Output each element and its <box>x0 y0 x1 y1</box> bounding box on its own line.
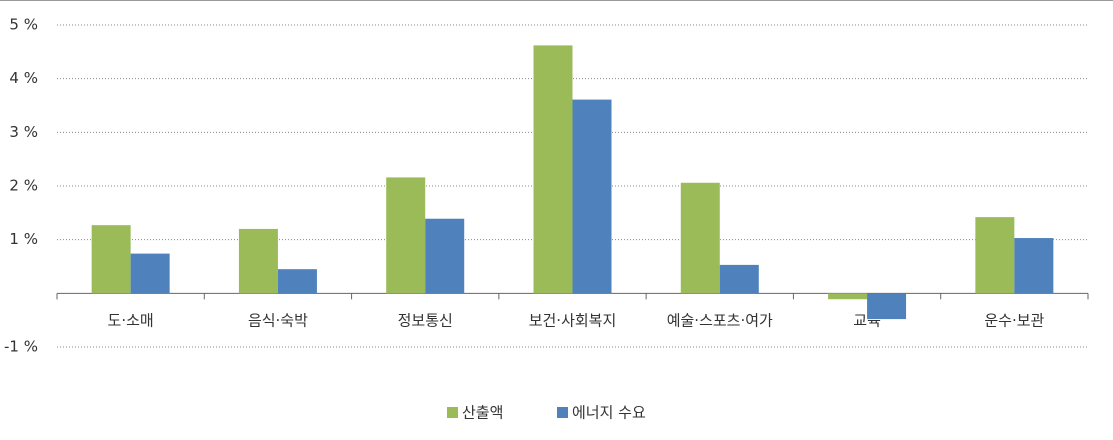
bar <box>1014 238 1054 294</box>
y-tick-label: 5 % <box>9 16 38 34</box>
bar <box>386 177 426 294</box>
x-tick-label: 보건·사회복지 <box>529 312 617 330</box>
bar <box>572 99 612 294</box>
legend-label: 에너지 수요 <box>572 404 646 422</box>
legend-swatch <box>447 407 458 418</box>
legend-swatch <box>557 407 568 418</box>
bar <box>867 293 907 320</box>
x-tick-label: 도·소매 <box>108 312 154 330</box>
y-tick-label: 3 % <box>9 123 38 141</box>
y-tick-label: 2 % <box>9 177 38 195</box>
bar <box>277 269 317 294</box>
bar <box>130 253 170 294</box>
bar <box>425 218 465 294</box>
bar <box>238 228 278 294</box>
bar <box>91 225 131 294</box>
bar <box>975 217 1015 294</box>
bar <box>719 264 759 294</box>
x-tick-label: 음식·숙박 <box>248 312 308 330</box>
y-tick-label: 4 % <box>9 69 38 87</box>
x-tick-label: 정보통신 <box>398 312 453 330</box>
y-tick-label: -1 % <box>4 338 38 356</box>
x-tick-label: 운수·보관 <box>984 312 1044 330</box>
legend-label: 산출액 <box>462 404 503 422</box>
bar <box>828 293 868 300</box>
x-tick-label: 예술·스포츠·여가 <box>667 312 773 330</box>
y-tick-label: 1 % <box>9 230 38 248</box>
bar <box>680 182 720 294</box>
bar <box>533 45 573 294</box>
